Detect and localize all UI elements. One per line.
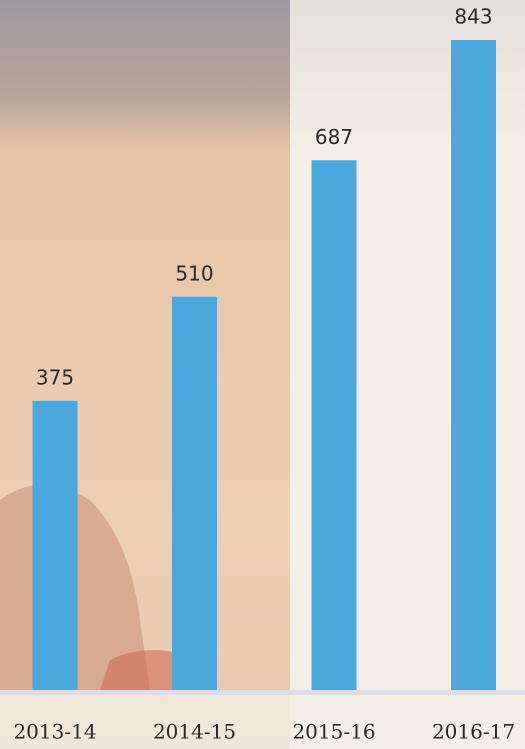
bar xyxy=(32,400,78,690)
x-tick-label: 2014-15 xyxy=(153,720,236,744)
baseline xyxy=(0,690,525,695)
bar xyxy=(311,160,357,691)
x-tick-label: 2016-17 xyxy=(432,720,515,744)
bar xyxy=(172,296,217,690)
value-label: 375 xyxy=(36,365,74,389)
x-tick-label: 2013-14 xyxy=(13,720,96,744)
x-tick-label: 2015-16 xyxy=(292,720,375,744)
value-label: 687 xyxy=(315,125,353,149)
value-label: 843 xyxy=(454,5,492,29)
label-band xyxy=(0,695,525,749)
bar xyxy=(451,40,496,690)
value-label: 510 xyxy=(175,261,213,285)
